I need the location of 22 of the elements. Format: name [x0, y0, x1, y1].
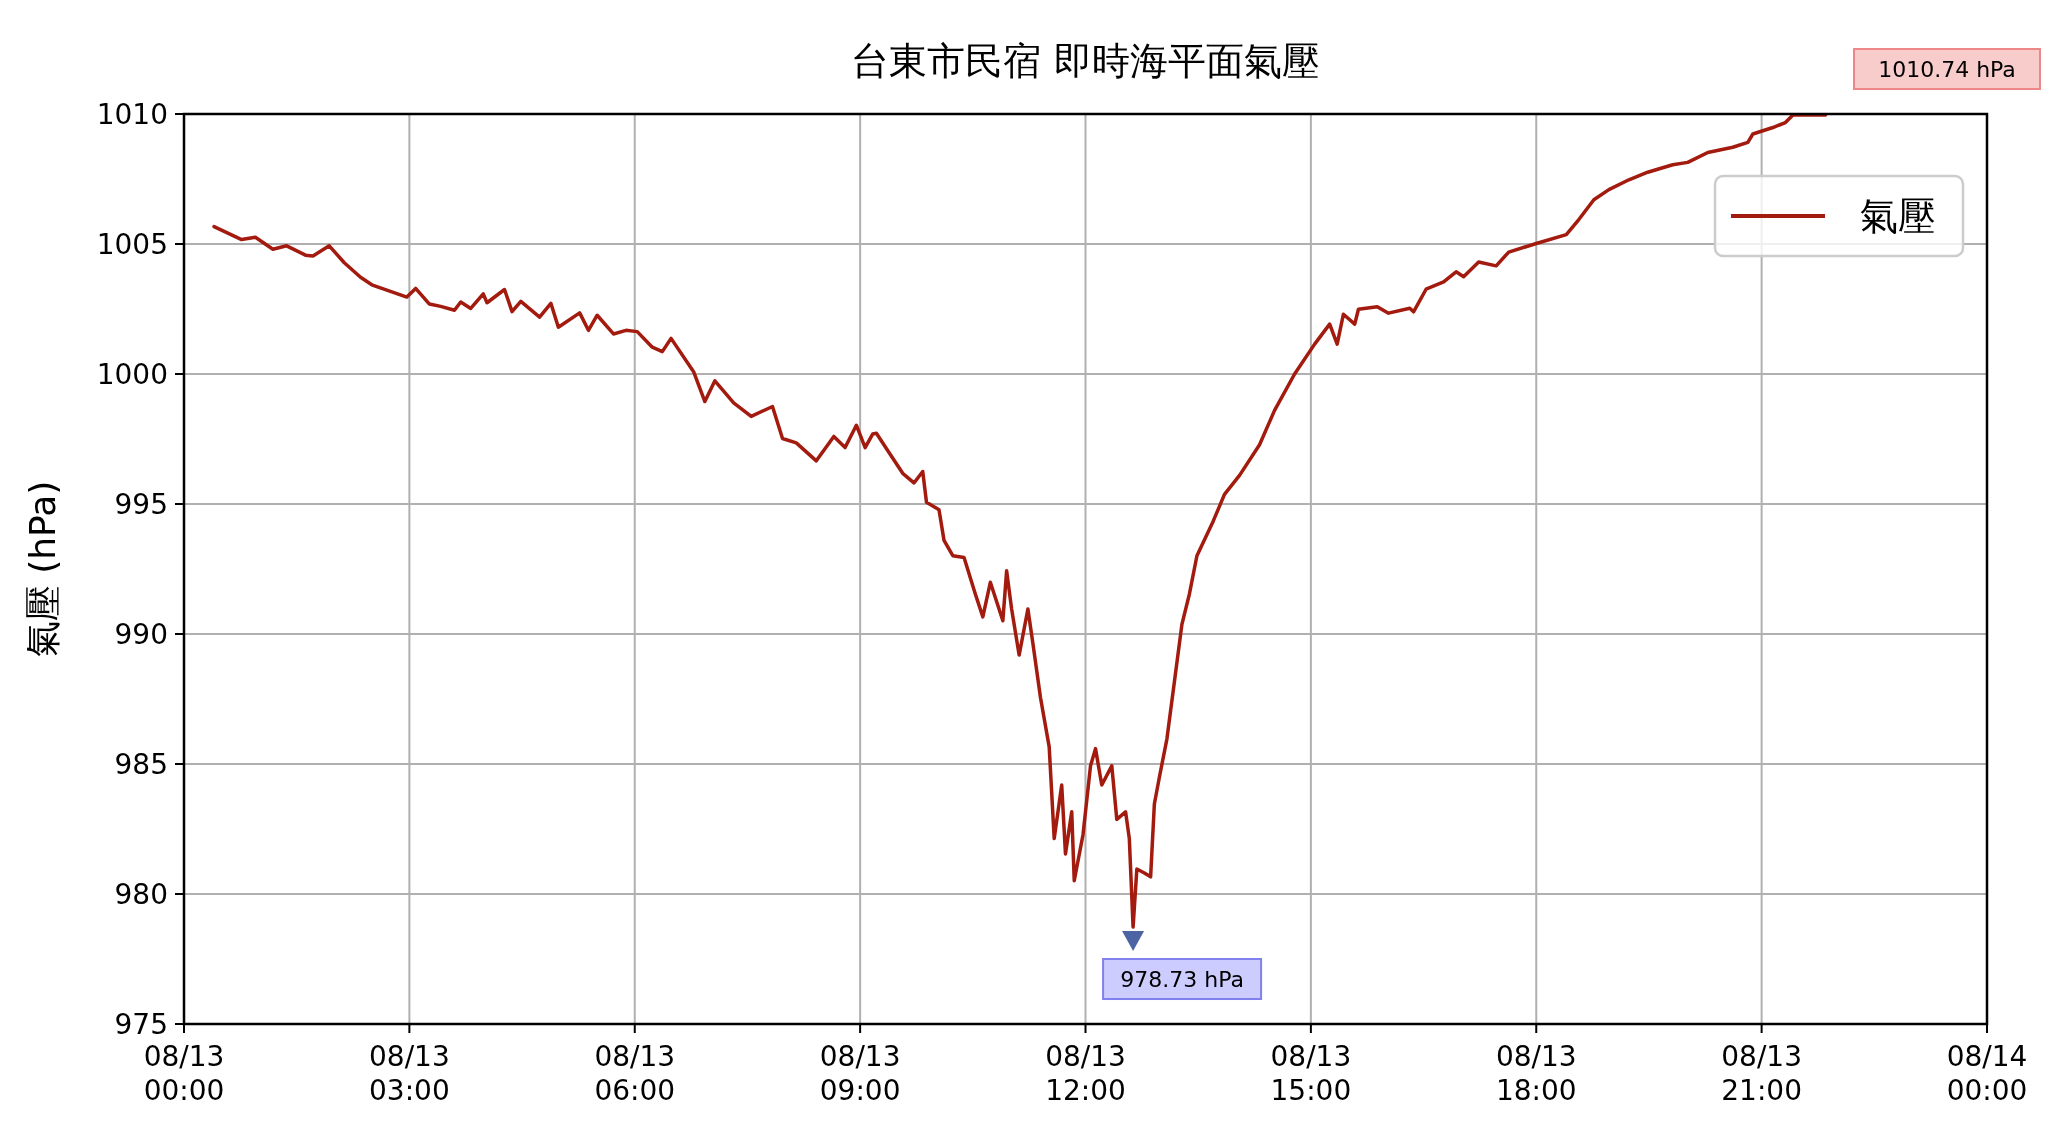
legend-label: 氣壓 [1860, 194, 1936, 238]
x-tick-label: 08/13 12:00 [1045, 1040, 1126, 1107]
y-tick-label: 995 [114, 488, 168, 521]
chart-title: 台東市民宿 即時海平面氣壓 [851, 39, 1320, 83]
x-tick-label: 08/13 00:00 [143, 1040, 225, 1107]
x-tick-label: 08/13 18:00 [1495, 1040, 1577, 1107]
y-tick-label: 1005 [96, 228, 168, 261]
y-axis-title: 氣壓 (hPa) [22, 480, 63, 658]
y-tick-label: 975 [114, 1008, 168, 1041]
x-tick-label: 08/13 21:00 [1721, 1040, 1802, 1107]
x-tick-label: 08/13 06:00 [594, 1040, 676, 1107]
annotation: 978.73 hPa [1120, 967, 1244, 993]
y-tick-label: 990 [114, 618, 168, 651]
x-tick-label: 08/13 09:00 [819, 1040, 901, 1107]
text: 1010.74 hPa [1878, 57, 2016, 82]
x-tick-label: 08/14 00:00 [1946, 1040, 2028, 1107]
y-tick-label: 980 [114, 878, 168, 911]
x-tick-label: 08/13 15:00 [1270, 1040, 1352, 1107]
y-tick-label: 1000 [96, 358, 168, 391]
x-tick-label: 08/13 03:00 [369, 1040, 450, 1107]
y-tick-label: 985 [114, 748, 168, 781]
y-tick-label: 1010 [96, 98, 168, 131]
